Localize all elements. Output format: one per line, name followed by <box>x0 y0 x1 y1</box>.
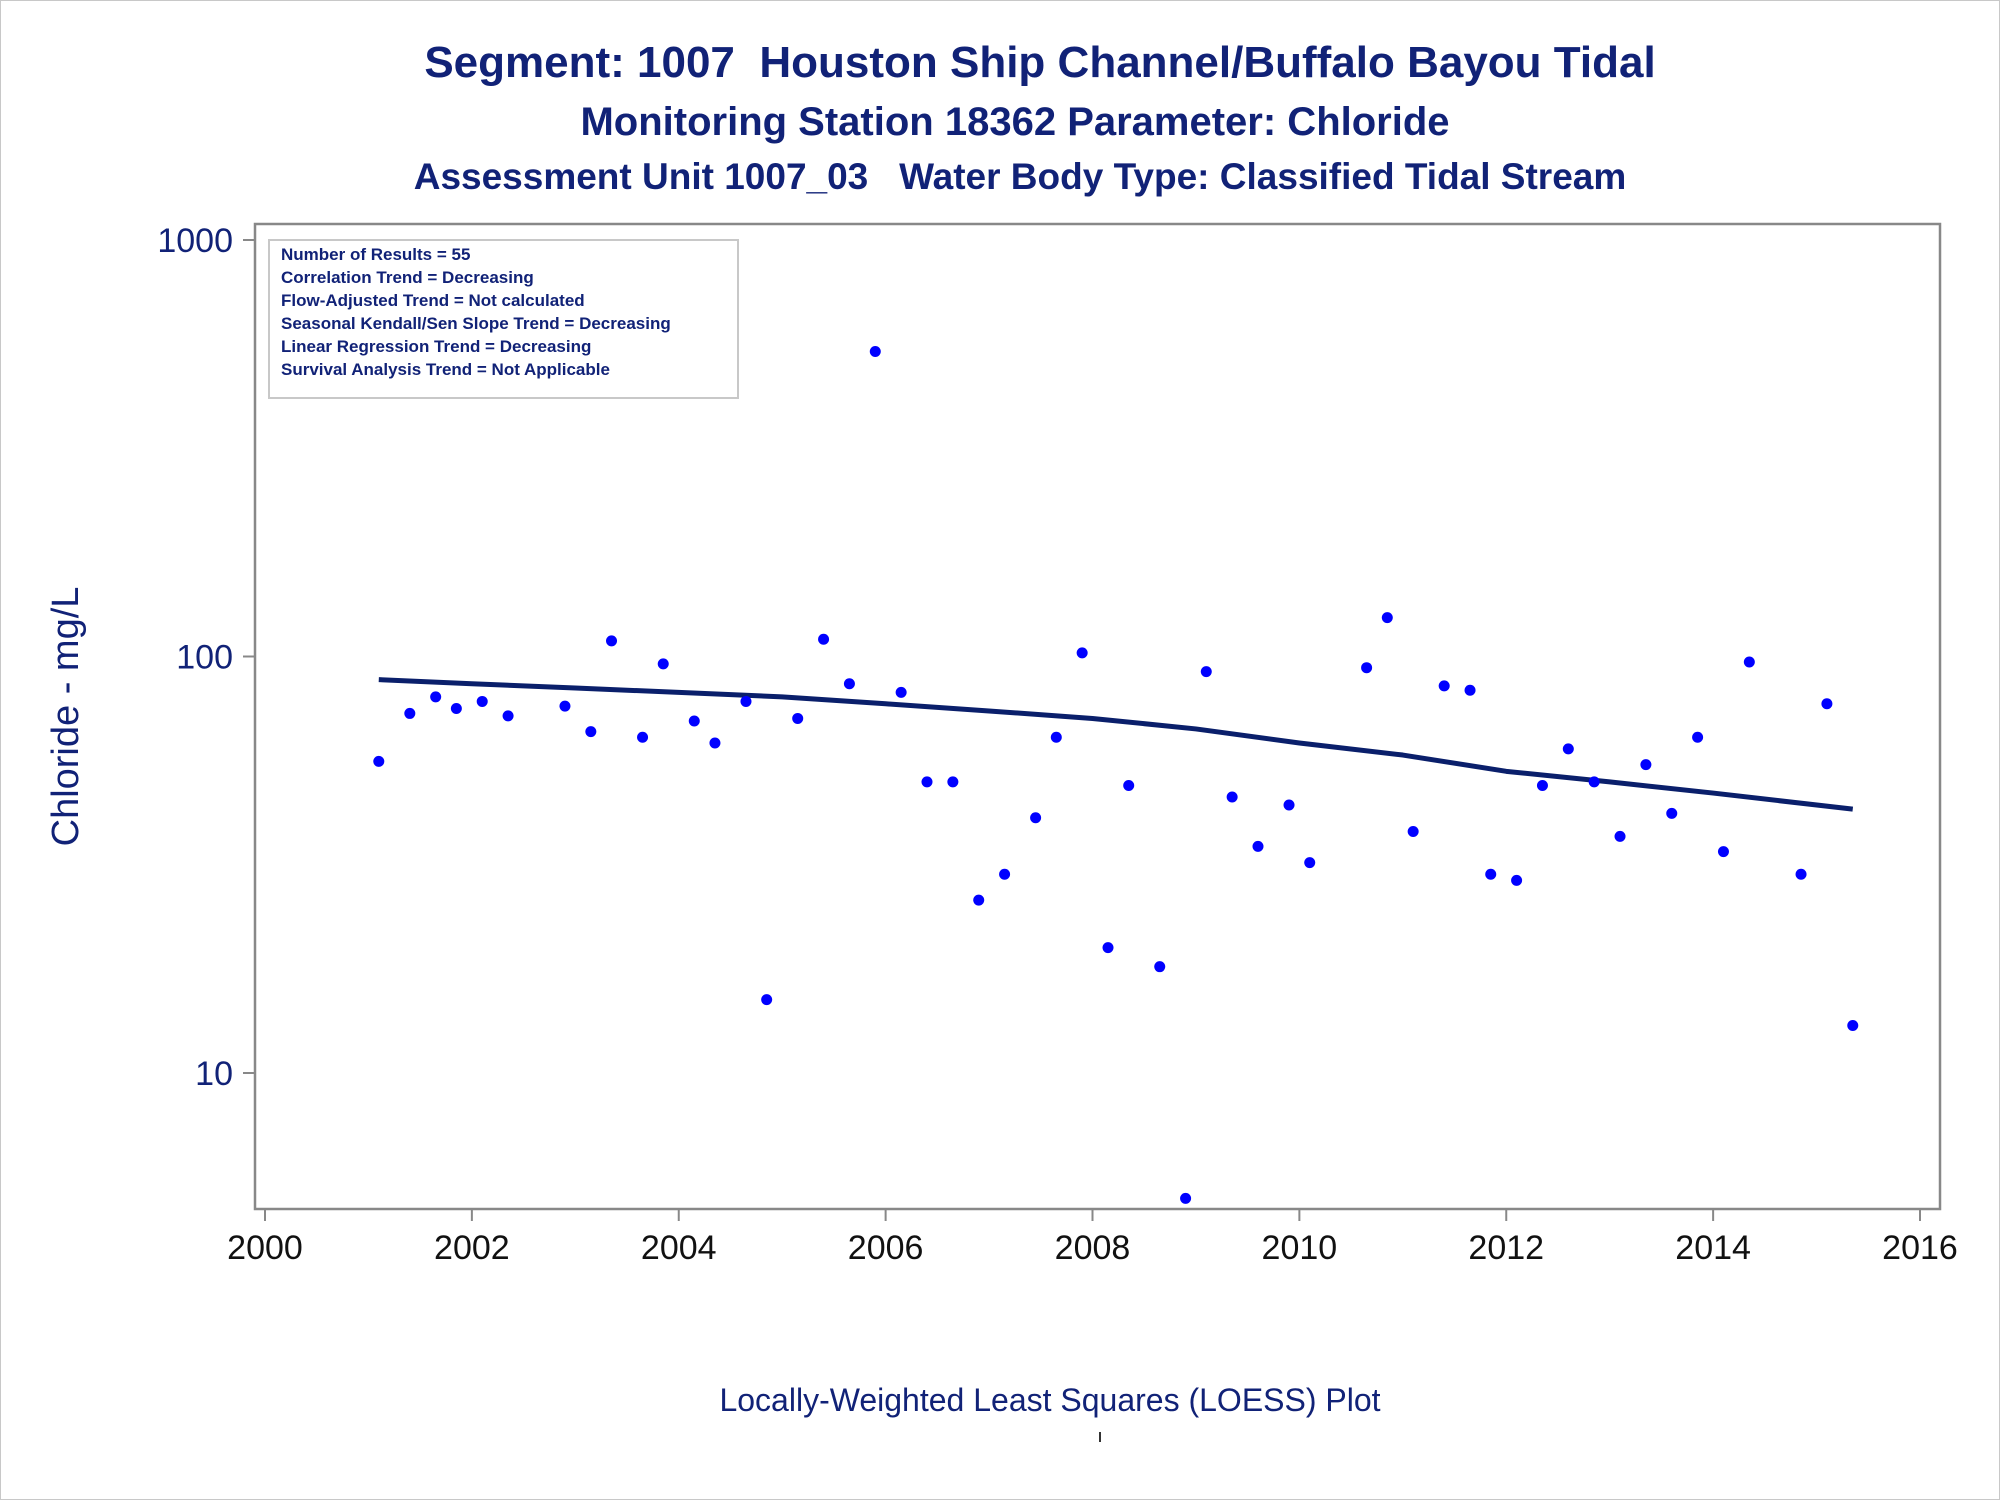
x-tick-label: 2002 <box>434 1229 510 1267</box>
data-point <box>818 633 830 645</box>
stats-line: Survival Analysis Trend = Not Applicable <box>281 360 610 379</box>
data-point <box>1381 612 1393 624</box>
data-point <box>637 731 649 743</box>
y-axis-label: Chloride - mg/L <box>45 587 87 847</box>
data-point <box>1464 684 1476 696</box>
data-point <box>559 700 571 712</box>
footer-mark <box>1099 1432 1101 1442</box>
stats-line: Correlation Trend = Decreasing <box>281 268 534 287</box>
stats-box <box>268 239 739 399</box>
data-point <box>373 755 385 767</box>
chart-footer: Locally-Weighted Least Squares (LOESS) P… <box>719 1382 1381 1418</box>
data-point <box>1562 743 1574 755</box>
data-point <box>1536 780 1548 792</box>
data-point <box>1511 874 1523 886</box>
data-point <box>973 894 985 906</box>
data-point <box>921 776 933 788</box>
data-point <box>1614 830 1626 842</box>
data-point <box>1030 812 1042 824</box>
data-point <box>476 695 488 707</box>
data-point <box>1180 1192 1192 1204</box>
x-tick-label: 2008 <box>1055 1229 1131 1267</box>
data-point <box>1050 731 1062 743</box>
x-tick-label: 2012 <box>1468 1229 1544 1267</box>
data-point <box>657 658 669 670</box>
data-point <box>1717 846 1729 858</box>
y-tick-label: 100 <box>176 639 233 677</box>
data-point <box>1588 776 1600 788</box>
data-point <box>947 776 959 788</box>
x-tick-label: 2016 <box>1882 1229 1958 1267</box>
data-point <box>792 712 804 724</box>
data-point <box>709 737 721 749</box>
data-point <box>1407 826 1419 838</box>
data-point <box>1438 680 1450 692</box>
x-tick-label: 2014 <box>1675 1229 1751 1267</box>
stats-line: Number of Results = 55 <box>281 245 470 264</box>
data-point <box>450 703 462 715</box>
data-point <box>1743 656 1755 668</box>
data-point <box>1252 840 1264 852</box>
data-point <box>999 868 1011 880</box>
chart-subtitle: Monitoring Station 18362 Parameter: Chlo… <box>580 100 1450 144</box>
data-point <box>1361 662 1373 674</box>
data-point <box>1154 961 1166 973</box>
chart-title: Segment: 1007 Houston Ship Channel/Buffa… <box>424 38 1656 87</box>
data-point <box>1283 799 1295 811</box>
plot-frame <box>253 222 1942 1211</box>
data-point <box>1076 647 1088 659</box>
data-point <box>404 707 416 719</box>
data-point <box>606 635 618 647</box>
stats-line: Flow-Adjusted Trend = Not calculated <box>281 291 585 310</box>
data-point <box>1666 807 1678 819</box>
data-point <box>1640 759 1652 771</box>
data-point <box>761 994 773 1006</box>
data-point <box>1821 698 1833 710</box>
stats-line: Seasonal Kendall/Sen Slope Trend = Decre… <box>281 314 671 333</box>
y-tick-label: 1000 <box>157 222 233 260</box>
data-point <box>740 695 752 707</box>
data-point <box>430 691 442 703</box>
loess-line <box>378 677 1854 812</box>
data-point <box>1123 780 1135 792</box>
data-point <box>502 710 514 722</box>
x-tick-label: 2004 <box>641 1229 717 1267</box>
data-point <box>1102 942 1114 954</box>
x-tick-label: 2006 <box>848 1229 924 1267</box>
data-point <box>869 345 881 357</box>
data-point <box>1226 791 1238 803</box>
x-tick-label: 2010 <box>1262 1229 1338 1267</box>
chart-subtitle-2: Assessment Unit 1007_03 Water Body Type:… <box>413 156 1627 197</box>
data-point <box>688 715 700 727</box>
x-tick-label: 2000 <box>227 1229 303 1267</box>
data-point <box>1847 1020 1859 1032</box>
data-point <box>1795 868 1807 880</box>
data-point <box>843 678 855 690</box>
data-point <box>895 686 907 698</box>
data-point <box>1304 857 1316 869</box>
y-tick-label: 10 <box>195 1055 233 1093</box>
data-point <box>1485 868 1497 880</box>
data-point <box>1692 731 1704 743</box>
data-point <box>585 726 597 738</box>
stats-line: Linear Regression Trend = Decreasing <box>281 337 591 356</box>
data-point <box>1200 666 1212 678</box>
